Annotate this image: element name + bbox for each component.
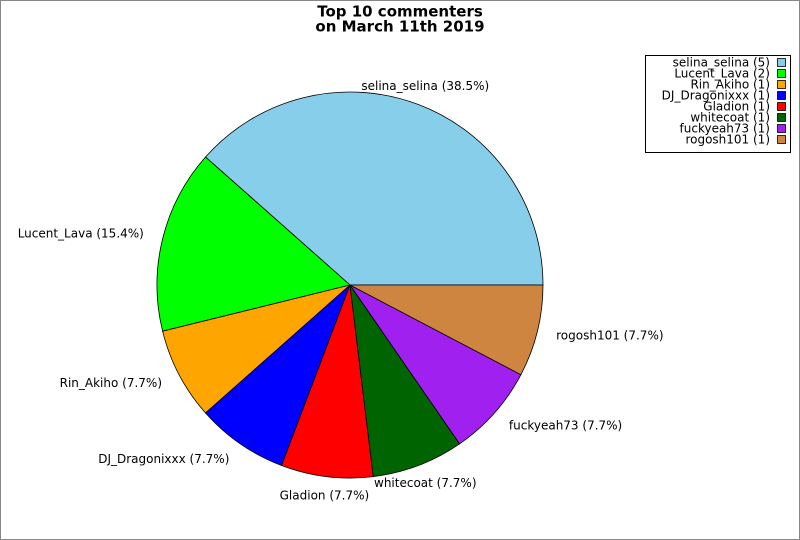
legend-label: selina_selina (5): [673, 56, 770, 70]
legend-swatch: [777, 69, 786, 78]
legend-label: Rin_Akiho (1): [690, 78, 770, 92]
pie-slice: [349, 284, 522, 445]
legend-swatch: [777, 135, 786, 144]
slice-label: Gladion (7.7%): [280, 488, 370, 502]
slice-label: fuckyeah73 (7.7%): [509, 418, 622, 432]
legend-swatch: [777, 80, 786, 89]
chart-subtitle: on March 11th 2019: [315, 18, 484, 36]
slice-label: DJ_Dragonixxx (7.7%): [98, 452, 229, 466]
legend-label: whitecoat (1): [690, 111, 770, 125]
pie-slice: [281, 284, 374, 479]
legend-box: [645, 55, 791, 153]
slice-label: rogosh101 (7.7%): [556, 328, 663, 342]
chart-title: Top 10 commenters: [317, 3, 483, 21]
legend-swatch: [777, 102, 786, 111]
slice-label: Lucent_Lava (15.4%): [18, 227, 144, 241]
pie-slice: [204, 91, 544, 286]
pie-slice: [349, 284, 544, 376]
legend-label: fuckyeah73 (1): [680, 122, 770, 136]
legend-swatch: [777, 113, 786, 122]
pie-slice: [156, 156, 351, 332]
legend-label: rogosh101 (1): [685, 133, 770, 147]
slice-label: Rin_Akiho (7.7%): [60, 376, 162, 390]
legend-swatch: [777, 124, 786, 133]
legend-label: Lucent_Lava (2): [674, 67, 770, 81]
legend-swatch: [777, 91, 786, 100]
legend-swatch: [777, 58, 786, 67]
legend-label: Gladion (1): [703, 100, 770, 114]
pie-slice: [349, 284, 461, 478]
slice-label: whitecoat (7.7%): [374, 476, 477, 490]
legend-label: DJ_Dragonixxx (1): [662, 89, 770, 103]
slice-label: selina_selina (38.5%): [361, 79, 489, 93]
pie-slice: [162, 284, 351, 414]
pie-slice: [204, 284, 351, 466]
